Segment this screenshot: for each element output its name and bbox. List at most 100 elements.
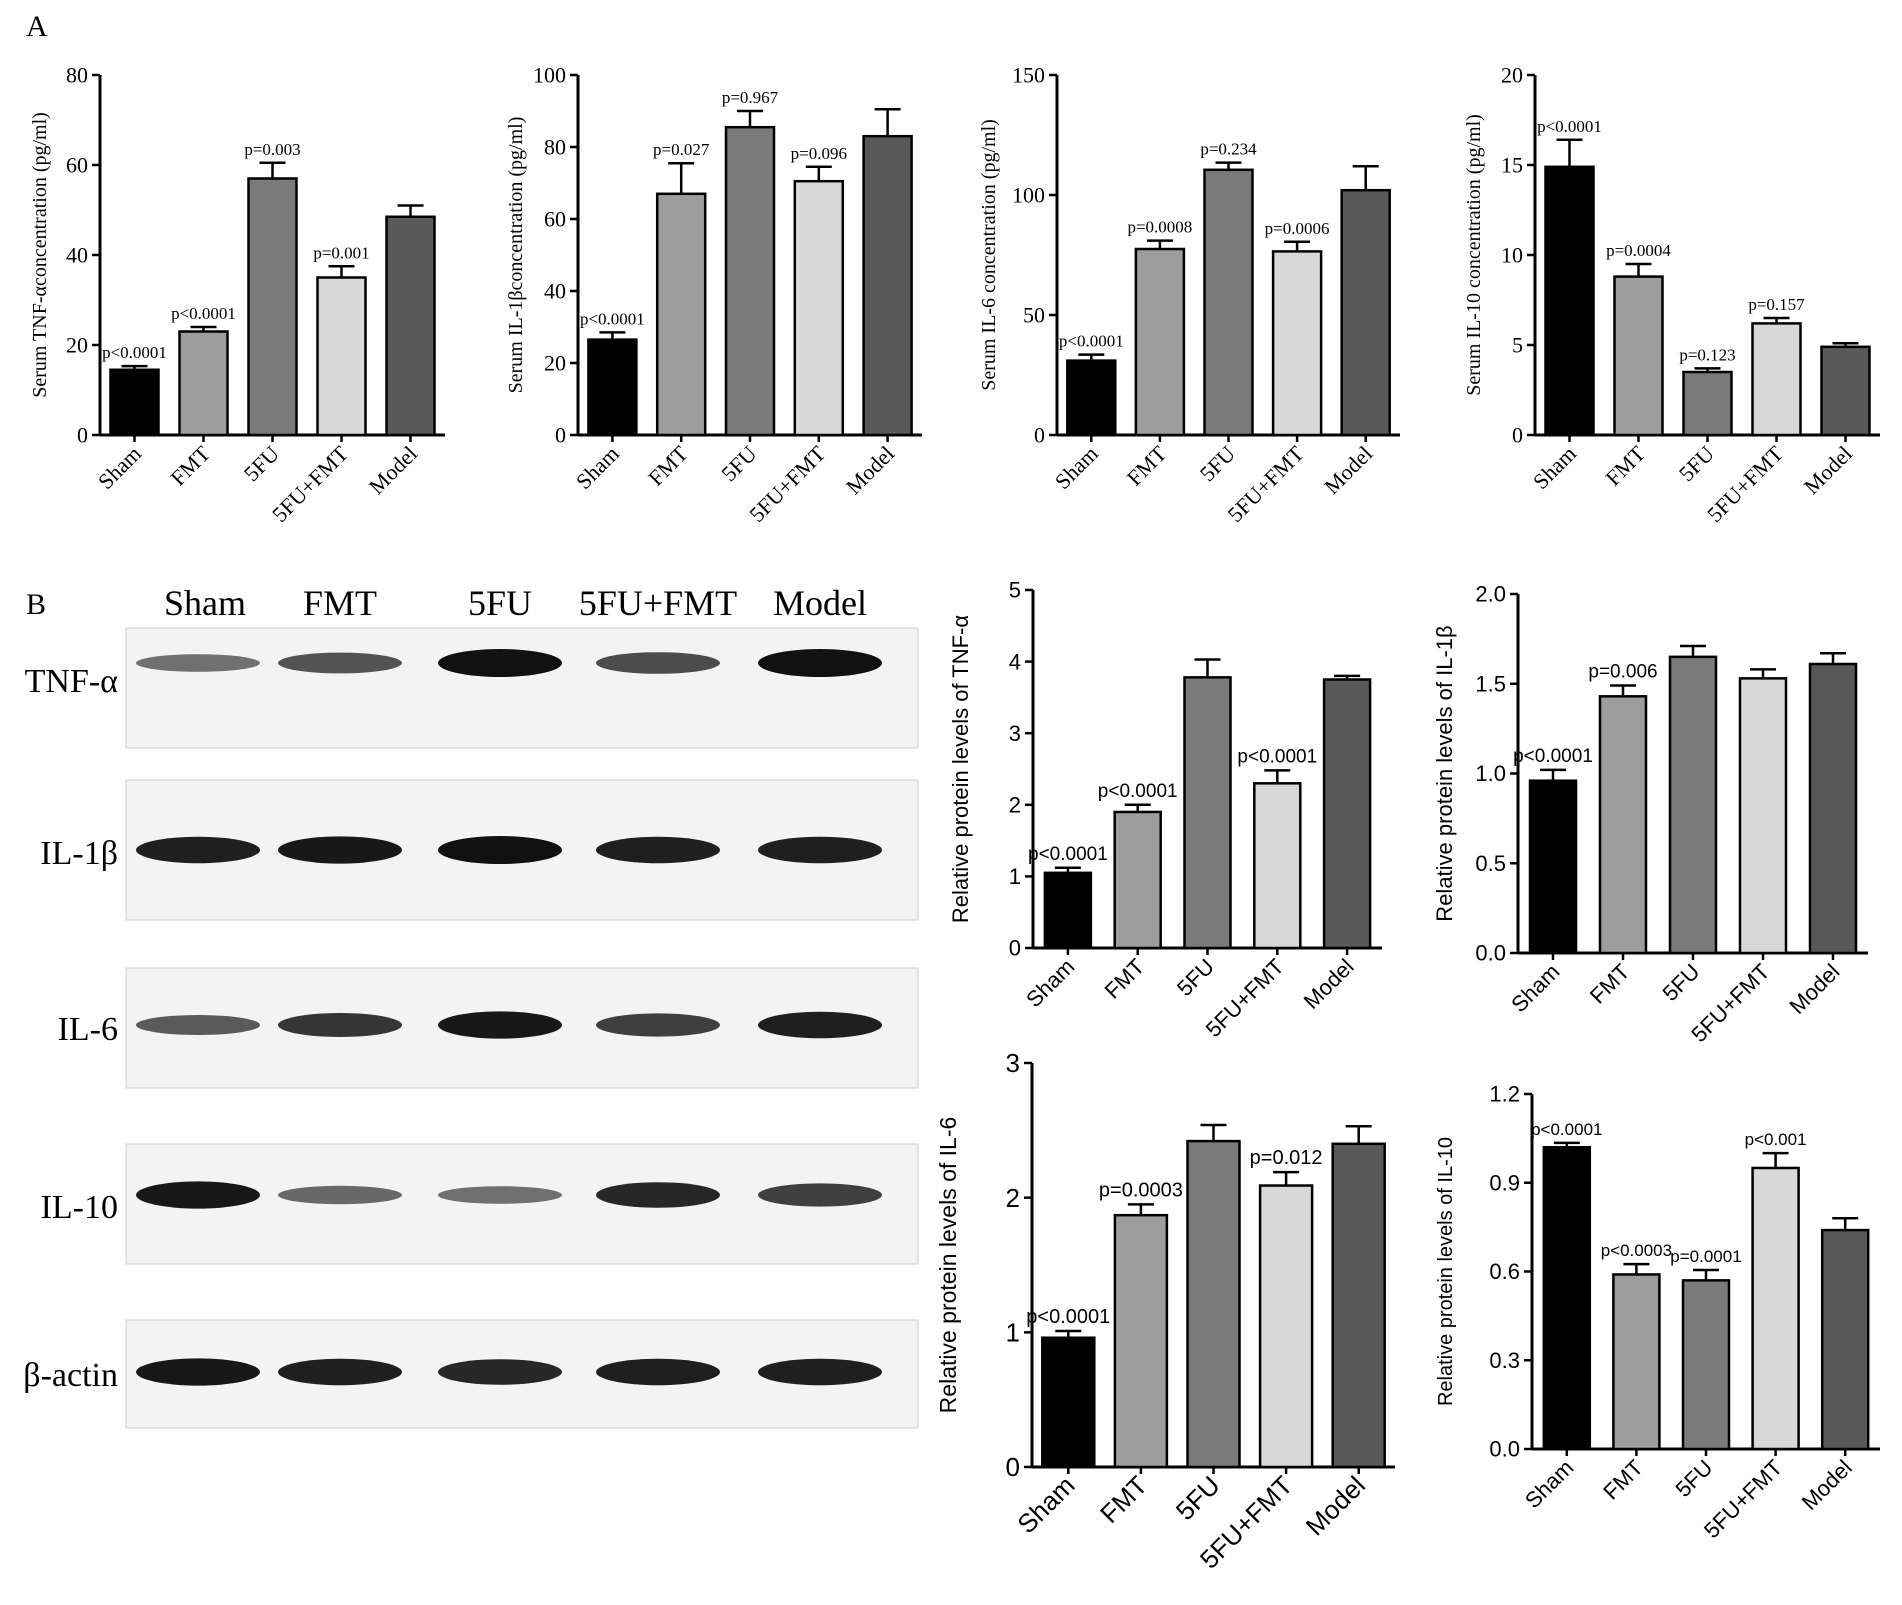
blot-row-label: TNF-α <box>25 663 119 700</box>
x-tick-label: 5FU <box>1195 441 1240 486</box>
p-value-annotation: p=0.006 <box>1588 662 1657 683</box>
x-tick-label: FMT <box>1600 440 1650 490</box>
x-tick-label: Model <box>364 441 422 499</box>
x-tick-label: Model <box>1797 1455 1857 1515</box>
y-tick-label: 0 <box>1006 1452 1020 1482</box>
p-value-annotation: p=0.967 <box>722 88 779 107</box>
bar-5fu-fmt <box>1271 250 1323 437</box>
bar-chart-b4: 0.0 0.3 0.6 0.9 1.2 Relative protein levels o… <box>1435 1082 1880 1543</box>
y-tick-label: 20 <box>544 351 566 376</box>
y-tick-label: 10 <box>1501 243 1523 268</box>
p-value-annotation: p<0.0001 <box>1513 746 1593 767</box>
y-tick-label: 0.0 <box>1489 1437 1520 1462</box>
blot-lane-label: 5FU <box>468 583 532 623</box>
blot-band <box>438 1011 562 1039</box>
p-value-annotation: p=0.027 <box>653 140 710 159</box>
blot-row-label: IL-1β <box>40 835 118 872</box>
p-value-annotation: p<0.0001 <box>1537 117 1602 136</box>
bar-model <box>385 215 436 437</box>
bar-fmt <box>1134 247 1186 437</box>
p-value-annotation: p<0.001 <box>1745 1130 1807 1149</box>
y-tick-label: 0.9 <box>1489 1170 1520 1195</box>
bar-sham <box>1528 779 1578 955</box>
x-tick-label: 5FU <box>716 441 761 486</box>
x-tick-label: 5FU <box>1674 441 1719 486</box>
p-value-annotation: p<0.0001 <box>1059 332 1124 351</box>
y-tick-label: 40 <box>66 243 88 268</box>
blot-band <box>758 1358 882 1386</box>
blot-band <box>136 1181 260 1209</box>
bar-sham <box>587 338 638 437</box>
y-tick-label: 60 <box>66 153 88 178</box>
bar-model <box>1322 678 1372 950</box>
x-tick-label: 5FU <box>1172 954 1219 1001</box>
bar-model <box>1331 1142 1386 1469</box>
bar-model <box>1820 1228 1870 1451</box>
blot-band <box>758 1011 882 1039</box>
y-tick-label: 50 <box>1023 303 1045 328</box>
y-tick-label: 80 <box>66 63 88 88</box>
p-value-annotation: p=0.234 <box>1200 140 1257 159</box>
y-tick-label: 20 <box>1501 63 1523 88</box>
p-value-annotation: p<0.0001 <box>1098 781 1178 802</box>
x-tick-label: Sham <box>93 441 146 494</box>
bar-5fu <box>1681 1279 1731 1451</box>
x-tick-label: 5FU <box>1170 1470 1226 1526</box>
p-value-annotation: p<0.0001 <box>580 309 645 328</box>
bar-fmt <box>1598 695 1648 955</box>
p-value-annotation: p<0.0001 <box>102 343 167 362</box>
blot-band <box>596 1182 720 1208</box>
bar-5fu <box>1203 168 1254 437</box>
bar-sham <box>1542 1146 1592 1451</box>
bar-model <box>862 134 913 437</box>
y-axis-label: Serum IL-1βconcentration (pg/ml) <box>505 117 527 394</box>
y-tick-label: 1 <box>1009 864 1021 889</box>
y-tick-label: 100 <box>533 63 566 88</box>
x-tick-label: Model <box>1300 1470 1371 1541</box>
x-tick-label: FMT <box>165 440 215 490</box>
blot-band <box>596 1358 720 1386</box>
bar-sham <box>1043 871 1093 950</box>
bar-5fu <box>724 125 776 437</box>
blot-row-label: IL-10 <box>41 1189 118 1226</box>
p-value-annotation: p=0.0004 <box>1606 241 1671 260</box>
blot-strip <box>125 627 919 749</box>
x-tick-label: Model <box>1799 441 1857 499</box>
bar-5fu-fmt <box>1258 1184 1314 1469</box>
y-tick-label: 0 <box>1512 423 1523 448</box>
y-tick-label: 60 <box>544 207 566 232</box>
bar-sham <box>1041 1336 1096 1469</box>
y-tick-label: 40 <box>544 279 566 304</box>
bar-chart-a3: 0 50 100 150 Serum IL-6 concentration (pg/ml… <box>978 63 1400 527</box>
bar-fmt <box>655 192 707 437</box>
y-axis-label: Serum TNF-αconcentration (pg/ml) <box>29 112 51 398</box>
blot-band <box>596 652 720 674</box>
p-value-annotation: p<0.0001 <box>1028 844 1108 865</box>
bar-fmt <box>1613 275 1664 437</box>
bar-5fu <box>1668 655 1718 955</box>
blot-band <box>758 649 882 677</box>
bar-fmt <box>1612 1273 1661 1451</box>
p-value-annotation: p<0.0003 <box>1601 1241 1672 1260</box>
p-value-annotation: p=0.0008 <box>1127 218 1192 237</box>
y-tick-label: 0.5 <box>1475 851 1506 876</box>
y-tick-label: 0 <box>1034 423 1045 448</box>
bar-5fu-fmt <box>1253 782 1302 950</box>
bar-fmt <box>178 330 229 437</box>
y-axis-label: Relative protein levels of IL-10 <box>1435 1137 1457 1406</box>
bar-model <box>1820 345 1871 437</box>
x-tick-label: Sham <box>1528 441 1581 494</box>
y-tick-label: 3 <box>1009 721 1021 746</box>
x-tick-label: Model <box>1319 441 1377 499</box>
p-value-annotation: p<0.0001 <box>1026 1306 1110 1328</box>
bar-sham <box>1544 165 1595 437</box>
p-value-annotation: p=0.001 <box>313 243 369 262</box>
blot-band <box>438 1359 562 1385</box>
p-value-annotation: p=0.0006 <box>1265 219 1330 238</box>
bar-chart-a2: 0 20 40 60 80 100 Serum IL-1βconcentration (pg… <box>505 63 922 527</box>
x-tick-label: FMT <box>1100 954 1150 1004</box>
blot-band <box>438 836 562 864</box>
y-tick-label: 2 <box>1009 793 1021 818</box>
p-value-annotation: p=0.0001 <box>1670 1247 1741 1266</box>
